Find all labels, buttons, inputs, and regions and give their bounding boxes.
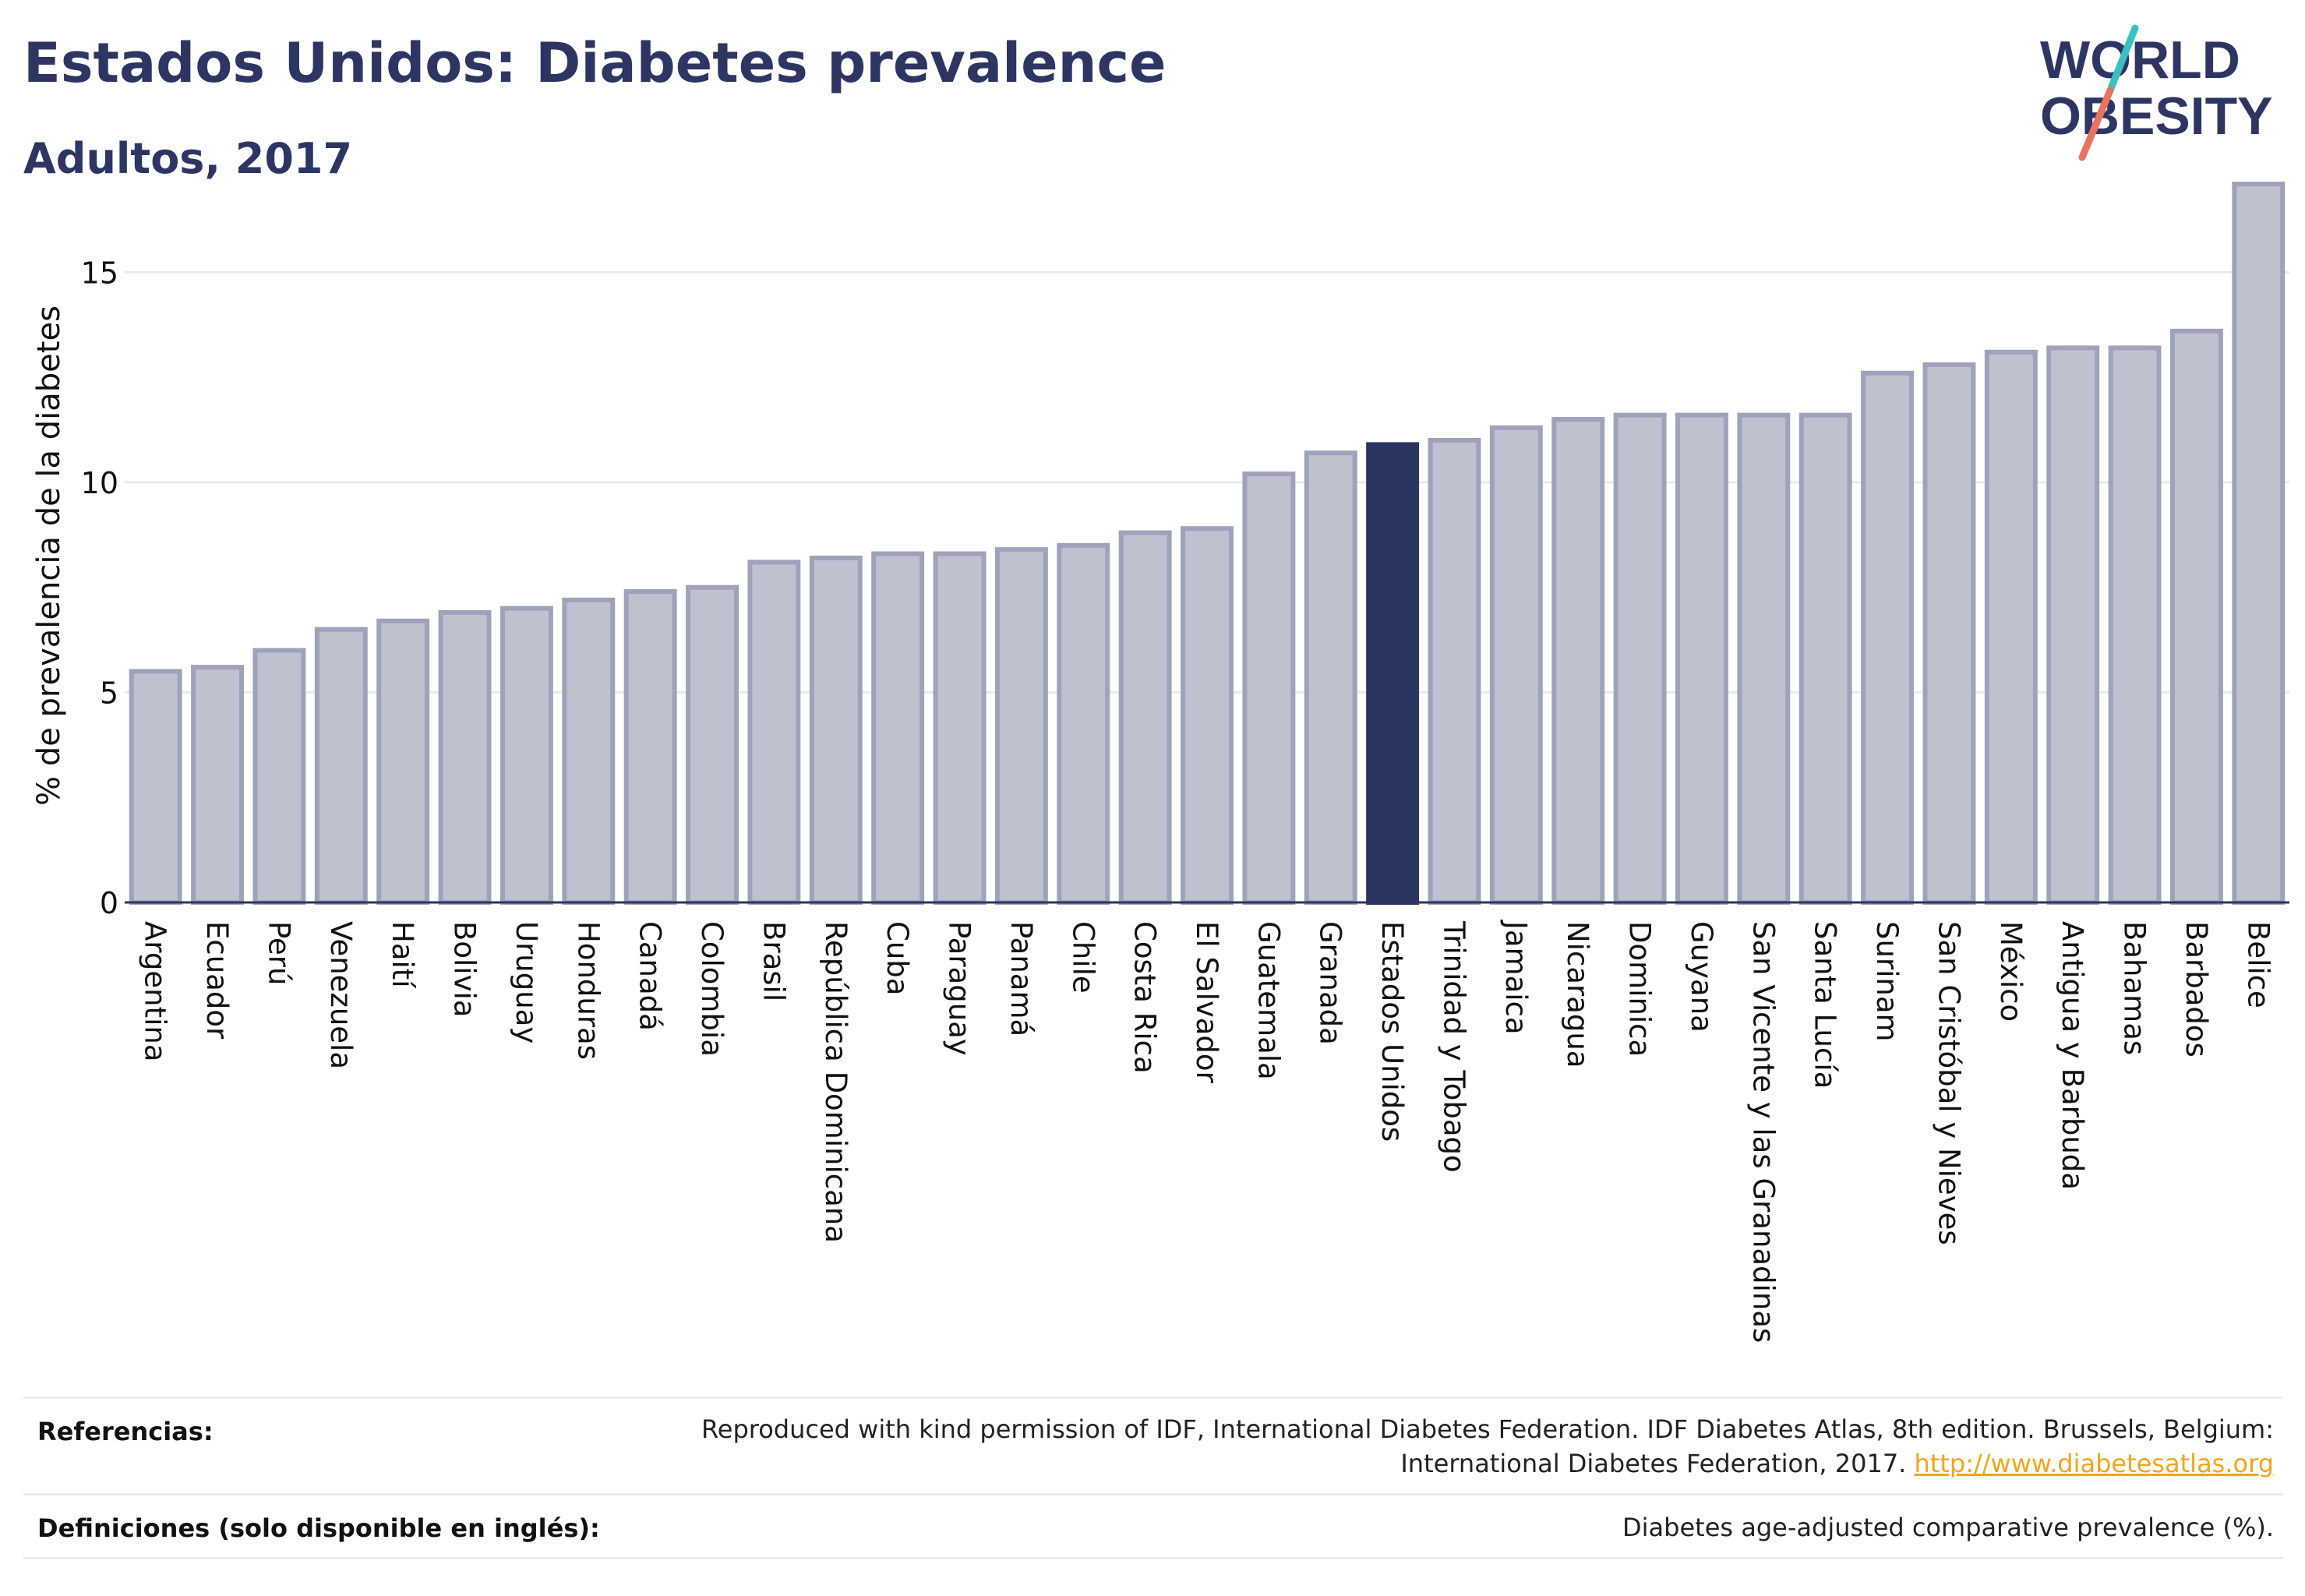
x-tick-label: Barbados bbox=[2180, 921, 2213, 1058]
x-tick-label: México bbox=[1994, 921, 2028, 1022]
references-label: Referencias: bbox=[37, 1417, 214, 1446]
x-tick-label: Uruguay bbox=[510, 921, 543, 1043]
bar bbox=[1242, 471, 1296, 905]
x-tick-label: San Vicente y las Granadinas bbox=[1746, 921, 1780, 1343]
bar bbox=[1118, 530, 1172, 905]
bar bbox=[1181, 526, 1234, 905]
x-tick-label: Nicaragua bbox=[1561, 921, 1594, 1068]
x-tick-label: República Dominicana bbox=[819, 921, 852, 1243]
bar bbox=[1551, 417, 1605, 905]
references-line-1: Reproduced with kind permission of IDF, … bbox=[701, 1414, 2274, 1444]
bar bbox=[1489, 425, 1543, 905]
footer-divider-top bbox=[23, 1396, 2283, 1399]
bar bbox=[252, 648, 306, 905]
x-tick-label: Granada bbox=[1314, 921, 1347, 1045]
definitions-text: Diabetes age-adjusted comparative preval… bbox=[1622, 1513, 2274, 1542]
tick-labels: 0 5 10 15 Argentina Ecuador Perú Venezuela Haití… bbox=[81, 256, 2275, 1343]
x-tick-label: Panamá bbox=[1004, 921, 1038, 1036]
bar bbox=[438, 610, 492, 905]
bar bbox=[1057, 542, 1110, 905]
x-tick-label: Antigua y Barbuda bbox=[2056, 921, 2089, 1190]
bar bbox=[747, 560, 801, 906]
bar bbox=[2169, 328, 2223, 905]
footer-divider-middle bbox=[23, 1493, 2283, 1495]
x-tick-label: Paraguay bbox=[943, 921, 976, 1056]
x-tick-label: Colombia bbox=[695, 921, 729, 1057]
chart-title: Estados Unidos: Diabetes prevalence bbox=[23, 31, 1167, 95]
bar bbox=[1984, 349, 2038, 905]
bar bbox=[562, 597, 616, 905]
y-tick-label: 15 bbox=[81, 256, 118, 290]
bar bbox=[129, 669, 182, 905]
bar bbox=[2232, 182, 2286, 905]
bar bbox=[686, 584, 739, 905]
bar bbox=[499, 606, 553, 905]
bar bbox=[1675, 412, 1728, 905]
logo-line-1: WORLD bbox=[2040, 30, 2240, 90]
x-tick-label: Guatemala bbox=[1251, 921, 1285, 1080]
x-tick-label: Bahamas bbox=[2118, 921, 2151, 1055]
bar bbox=[623, 589, 677, 905]
x-tick-label: Estados Unidos bbox=[1375, 921, 1409, 1142]
x-tick-label: Cuba bbox=[881, 921, 914, 995]
footer-divider-bottom bbox=[23, 1557, 2283, 1559]
bar bbox=[2046, 345, 2100, 905]
bar bbox=[1798, 412, 1852, 905]
references-line-2-text: International Diabetes Federation, 2017. bbox=[1400, 1449, 1907, 1478]
x-tick-label: Guyana bbox=[1685, 921, 1718, 1033]
diabetesatlas-link[interactable]: http://www.diabetesatlas.org bbox=[1914, 1449, 2274, 1478]
logo-slash-coral bbox=[2078, 87, 2114, 161]
bar bbox=[376, 618, 430, 905]
bar bbox=[1737, 412, 1791, 905]
bar bbox=[1366, 442, 1420, 905]
x-tick-label: Santa Lucía bbox=[1809, 921, 1842, 1089]
bar bbox=[809, 555, 863, 906]
x-tick-label: El Salvador bbox=[1190, 921, 1223, 1084]
bar bbox=[191, 665, 245, 905]
bar bbox=[1428, 438, 1481, 905]
bar bbox=[871, 551, 925, 905]
x-tick-label: Canadá bbox=[634, 921, 667, 1031]
logo-slash-teal bbox=[2106, 24, 2139, 94]
x-tick-label: Argentina bbox=[139, 921, 172, 1061]
bar bbox=[314, 627, 368, 906]
x-tick-label: Honduras bbox=[571, 921, 605, 1060]
x-tick-label: Belice bbox=[2241, 921, 2275, 1008]
x-tick-label: Costa Rica bbox=[1128, 921, 1162, 1074]
x-tick-label: Bolivia bbox=[448, 921, 482, 1017]
y-tick-label: 10 bbox=[81, 466, 118, 500]
chart-subtitle: Adultos, 2017 bbox=[23, 134, 353, 183]
x-tick-label: Perú bbox=[262, 921, 295, 985]
logo-line-2: OBESITY bbox=[2040, 87, 2273, 146]
x-tick-label: Jamaica bbox=[1499, 920, 1533, 1035]
world-obesity-logo: WORLD OBESITY bbox=[2040, 24, 2273, 161]
x-tick-label: Chile bbox=[1066, 921, 1100, 994]
x-tick-label: Ecuador bbox=[200, 921, 234, 1040]
y-tick-label: 5 bbox=[100, 676, 118, 710]
bar bbox=[1613, 412, 1667, 905]
references-line-2: International Diabetes Federation, 2017.… bbox=[701, 1446, 2274, 1481]
x-tick-label: Haití bbox=[386, 921, 419, 989]
bar bbox=[933, 551, 987, 905]
y-axis-label: % de prevalencia de la diabetes bbox=[31, 305, 67, 806]
references-text: Reproduced with kind permission of IDF, … bbox=[701, 1412, 2274, 1481]
x-tick-label: San Cristóbal y Nieves bbox=[1932, 921, 1965, 1245]
bar bbox=[994, 547, 1048, 905]
bar-chart: 0 5 10 15 Argentina Ecuador Perú Venezuela Haití… bbox=[31, 182, 2289, 1343]
x-tick-label: Venezuela bbox=[324, 921, 358, 1069]
x-tick-label: Surinam bbox=[1870, 921, 1904, 1042]
bars bbox=[129, 182, 2286, 906]
y-tick-label: 0 bbox=[100, 886, 118, 920]
bar bbox=[1304, 450, 1357, 905]
bar bbox=[1922, 362, 1976, 906]
x-tick-label: Dominica bbox=[1623, 921, 1657, 1057]
definitions-label: Definiciones (solo disponible en inglés)… bbox=[37, 1513, 600, 1543]
bar bbox=[1861, 370, 1915, 905]
bar bbox=[2108, 345, 2162, 905]
x-tick-label: Trinidad y Tobago bbox=[1437, 920, 1470, 1173]
x-tick-label: Brasil bbox=[757, 921, 790, 1001]
